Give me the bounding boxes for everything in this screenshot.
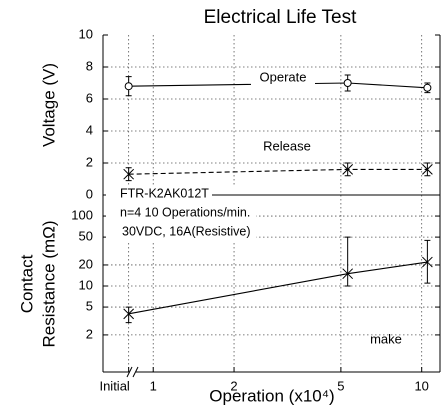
annotation: FTR-K2AK012T [120,186,209,200]
data-point [422,164,433,175]
annotation: n=4 10 Operations/min. [120,205,250,219]
y-tick-label: 10 [79,277,93,292]
y-tick-label: 20 [79,256,93,271]
axis-break [126,366,139,378]
label-bg [255,138,319,156]
x-tick-label: 2 [230,378,237,393]
data-line [128,261,428,315]
x-tick-label: 1 [150,378,157,393]
x-axis-label: Operation (x10⁴) [209,386,334,405]
data-point [123,168,135,180]
y-tick-label: 10 [79,26,93,41]
y-tick-label: 8 [86,58,93,73]
annotation-bg [106,185,256,241]
x-tick-label: Initial [99,378,129,393]
x-tick-label: 10 [414,378,428,393]
y-tick-label: 2 [86,326,93,341]
y-axis-label: Contact [17,254,36,313]
series-label: make [370,331,402,346]
data-point [124,82,133,91]
y-tick-label: 6 [86,90,93,105]
data-point [342,268,354,280]
series-label: Operate [260,69,307,84]
data-point [422,256,433,268]
y-tick-label: 2 [86,154,93,169]
data-line [128,168,428,175]
y-tick-label: 0 [86,186,93,201]
error-bar [344,236,351,287]
label-bg [251,69,315,87]
x-tick-label: 5 [337,378,344,393]
annotation: 30VDC, 16A(Resistive) [122,224,251,238]
data-point [342,164,354,175]
series-label: Release [263,138,311,153]
y-tick-label: 5 [86,299,93,314]
y-axis-label: Resistance (mΩ) [39,220,58,347]
y-tick-label: 50 [79,229,93,244]
data-point [423,83,432,92]
error-bar [125,306,132,324]
y-tick-label: 4 [86,122,93,137]
y-axis-label: Voltage (V) [39,63,58,147]
axis-break [130,367,136,377]
y-tick-label: 100 [71,207,93,222]
chart-title: Electrical Life Test [204,7,357,28]
data-point [123,308,135,320]
data-point [343,79,352,87]
